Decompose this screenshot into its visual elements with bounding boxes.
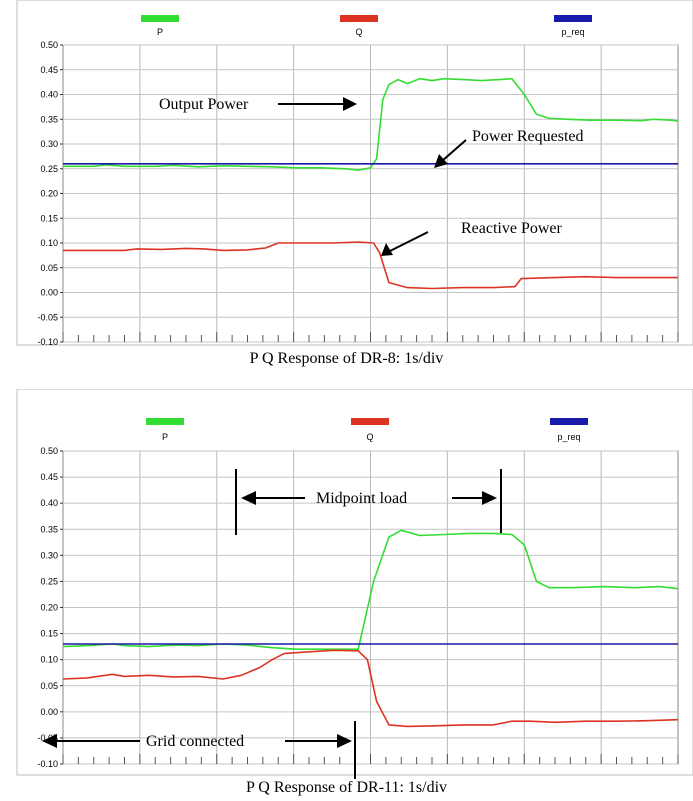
- y-tick-label: 0.25: [40, 164, 58, 174]
- plot-area: 0.50 0.45 0.40 0.35 0.30 0.25 0.20 0.15 0.10 0.05…: [37, 446, 679, 769]
- y-tick-label: -0.10: [37, 759, 58, 769]
- legend-swatch-P: [146, 418, 184, 425]
- arrowhead-power-requested: [434, 154, 448, 168]
- legend-label-p-req: p_req: [557, 432, 580, 442]
- y-tick-label: 0.00: [40, 707, 58, 717]
- legend-label-p-req: p_req: [561, 27, 584, 37]
- y-tick-label: 0.25: [40, 576, 58, 586]
- legend-swatch-p-req: [554, 15, 592, 22]
- y-tick-label: 0.45: [40, 472, 58, 482]
- annotation-grid-connected: Grid connected: [146, 733, 244, 750]
- y-tick-label: 0.30: [40, 550, 58, 560]
- annotation-reactive-power: Reactive Power: [461, 220, 563, 237]
- series-line-Q: [62, 649, 679, 728]
- y-tick-label: 0.15: [40, 629, 58, 639]
- y-tick-label: 0.40: [40, 498, 58, 508]
- y-tick-label: -0.05: [37, 312, 58, 322]
- y-tick-label: 0.20: [40, 189, 58, 199]
- annotations: Midpoint load Grid connected: [42, 469, 502, 779]
- arrow-power-requested: [441, 139, 467, 162]
- y-tick-label: 0.50: [40, 446, 58, 456]
- y-tick-label: 0.40: [40, 90, 58, 100]
- series-line-P: [62, 529, 679, 650]
- y-tick-label: 0.35: [40, 114, 58, 124]
- legend-label-Q: Q: [366, 432, 373, 442]
- series-line-P: [63, 77, 679, 171]
- annotation-output-power: Output Power: [159, 96, 249, 113]
- y-tick-label: 0.15: [40, 213, 58, 223]
- annotations: Output Power Power Requested Reactive Po…: [159, 96, 584, 256]
- arrow-reactive-power: [389, 231, 429, 252]
- arrowhead-grid-right: [337, 734, 352, 748]
- y-tick-label: 0.45: [40, 65, 58, 75]
- legend-label-Q: Q: [355, 27, 362, 37]
- series-line-Q: [63, 241, 678, 290]
- y-tick-label: -0.05: [37, 733, 58, 743]
- annotation-power-requested: Power Requested: [472, 128, 584, 145]
- legend-swatch-p-req: [550, 418, 588, 425]
- y-tick-label: 0.00: [40, 288, 58, 298]
- legend-swatch-P: [141, 15, 179, 22]
- arrowhead-grid-left: [42, 734, 57, 748]
- legend-label-P: P: [157, 27, 163, 37]
- y-tick-label: 0.30: [40, 139, 58, 149]
- arrowhead-reactive-power: [381, 243, 393, 256]
- caption-dr8: P Q Response of DR-8: 1s/div: [249, 350, 444, 367]
- y-tick-label: 0.50: [40, 40, 58, 50]
- y-tick-label: 0.10: [40, 238, 58, 248]
- y-tick-label: 0.20: [40, 603, 58, 613]
- y-tick-label: 0.05: [40, 681, 58, 691]
- y-tick-label: 0.05: [40, 263, 58, 273]
- caption-dr11: P Q Response of DR-11: 1s/div: [245, 779, 448, 796]
- arrowhead-output-power: [343, 97, 357, 111]
- legend-swatch-Q: [351, 418, 389, 425]
- y-tick-label: 0.10: [40, 655, 58, 665]
- plot-area: 0.50 0.45 0.40 0.35 0.30 0.25 0.20 0.15 0.10 0.05…: [37, 40, 679, 347]
- legend-swatch-Q: [340, 15, 378, 22]
- arrowhead-midpoint-right: [482, 491, 497, 505]
- y-tick-label: 0.35: [40, 524, 58, 534]
- y-tick-label: -0.10: [37, 337, 58, 347]
- legend-label-P: P: [162, 432, 168, 442]
- chart-border: [16, 0, 693, 346]
- annotation-midpoint-load: Midpoint load: [316, 490, 407, 507]
- arrowhead-midpoint-left: [241, 491, 256, 505]
